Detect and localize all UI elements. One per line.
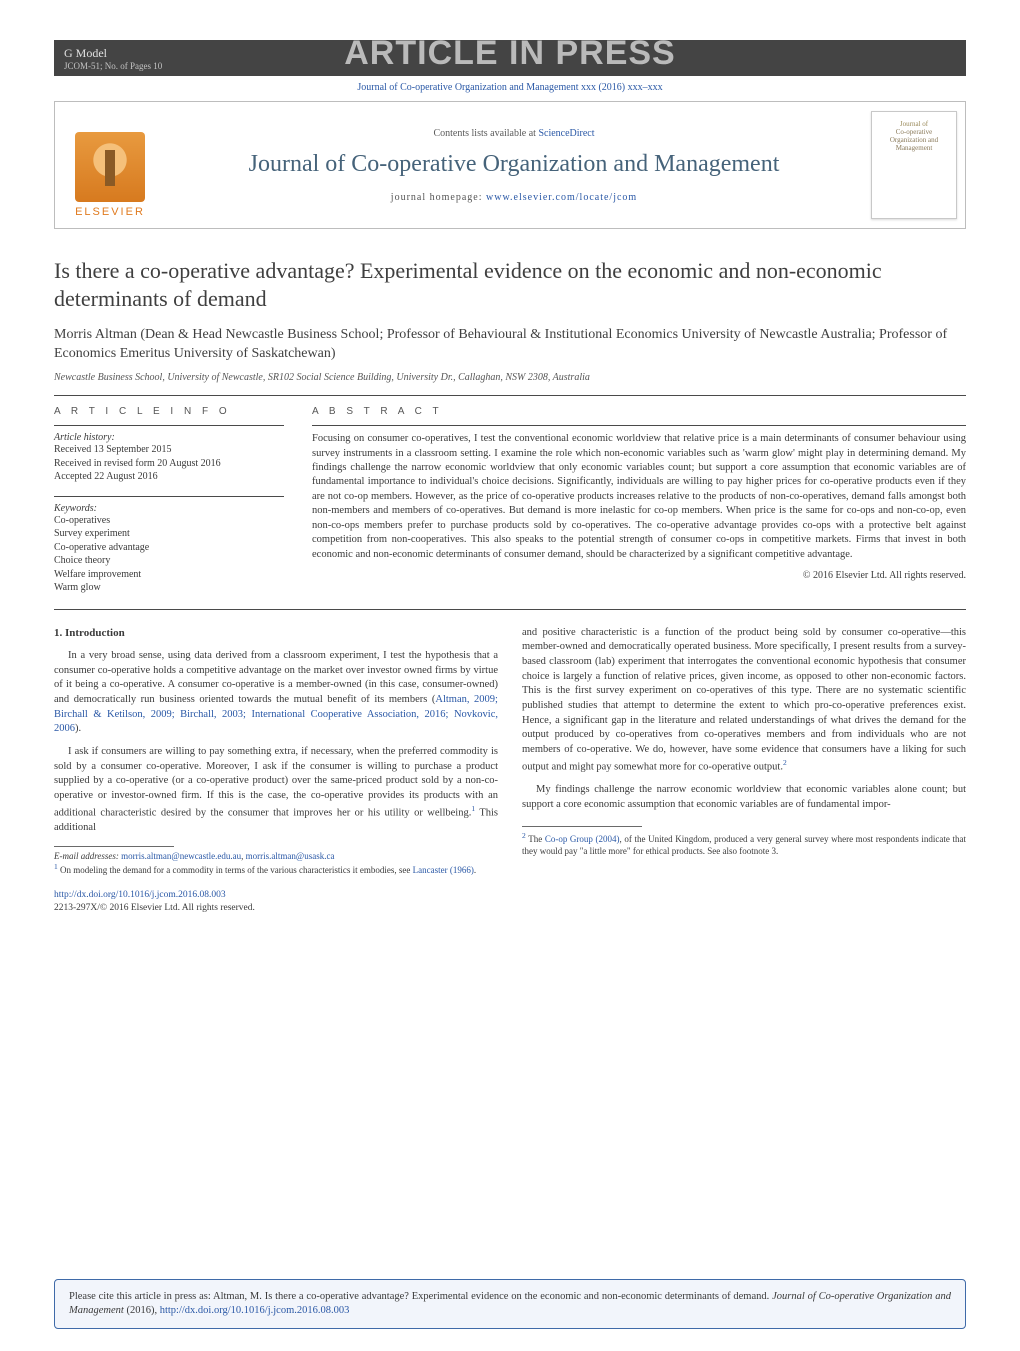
- para-text: I ask if consumers are willing to pay so…: [54, 746, 498, 818]
- footnote-rule: [522, 826, 642, 827]
- cover-line3: Organization and: [890, 136, 938, 144]
- issn-line: 2213-297X/© 2016 Elsevier Ltd. All right…: [54, 903, 255, 913]
- section-heading: 1. Introduction: [54, 626, 498, 641]
- email-link[interactable]: morris.altman@newcastle.edu.au: [121, 851, 241, 861]
- article-info-head: A R T I C L E I N F O: [54, 406, 284, 417]
- homepage-prefix: journal homepage:: [391, 192, 486, 203]
- cover-line2: Co-operative: [896, 128, 933, 136]
- abstract-text: Focusing on consumer co-operatives, I te…: [312, 432, 966, 562]
- cite-text: Please cite this article in press as: Al…: [69, 1291, 772, 1302]
- article-in-press-banner: ARTICLE IN PRESS: [0, 34, 1020, 73]
- history-label: Article history:: [54, 432, 284, 443]
- keyword: Warm glow: [54, 581, 284, 595]
- abstract-subsep: [312, 425, 966, 426]
- abstract-head: A B S T R A C T: [312, 406, 966, 417]
- cover-line1: Journal of: [900, 120, 928, 128]
- please-cite-box: Please cite this article in press as: Al…: [54, 1279, 966, 1329]
- cover-line4: Management: [896, 144, 933, 152]
- history-line: Accepted 22 August 2016: [54, 470, 284, 484]
- separator-top: [54, 395, 966, 396]
- para-text: My findings challenge the narrow economi…: [522, 784, 966, 810]
- email-link[interactable]: morris.altman@usask.ca: [246, 851, 335, 861]
- footnote: 1 On modeling the demand for a commodity…: [54, 862, 498, 877]
- footnote-ref[interactable]: 2: [783, 758, 787, 767]
- journal-reference-line: Journal of Co-operative Organization and…: [54, 82, 966, 93]
- para-text: In a very broad sense, using data derive…: [54, 650, 498, 705]
- para-tail: ).: [75, 723, 81, 734]
- history-line: Received 13 September 2015: [54, 443, 284, 457]
- footnote-ref-link[interactable]: Co-op Group (2004): [545, 834, 620, 844]
- email-line: E-mail addresses: morris.altman@newcastl…: [54, 851, 498, 863]
- journal-title: Journal of Co-operative Organization and…: [249, 151, 780, 178]
- info-subsep: [54, 496, 284, 497]
- footnote: 2 The Co-op Group (2004), of the United …: [522, 831, 966, 857]
- authors: Morris Altman (Dean & Head Newcastle Bus…: [54, 326, 966, 364]
- keyword: Survey experiment: [54, 527, 284, 541]
- keyword: Co-operatives: [54, 514, 284, 528]
- para-text: and positive characteristic is a functio…: [522, 627, 966, 773]
- keyword: Co-operative advantage: [54, 541, 284, 555]
- footnote-text: On modeling the demand for a commodity i…: [58, 865, 413, 875]
- journal-homepage-line: journal homepage: www.elsevier.com/locat…: [391, 192, 637, 203]
- abstract-copyright: © 2016 Elsevier Ltd. All rights reserved…: [312, 570, 966, 581]
- footnote-rule: [54, 846, 174, 847]
- publisher-label: ELSEVIER: [75, 206, 145, 218]
- info-subsep: [54, 425, 284, 426]
- cite-year: (2016),: [124, 1305, 160, 1316]
- separator-mid: [54, 609, 966, 610]
- journal-homepage-link[interactable]: www.elsevier.com/locate/jcom: [486, 192, 637, 203]
- contents-list-line: Contents lists available at ScienceDirec…: [433, 128, 594, 139]
- cite-doi-link[interactable]: http://dx.doi.org/10.1016/j.jcom.2016.08…: [160, 1305, 350, 1316]
- affiliation: Newcastle Business School, University of…: [54, 372, 966, 383]
- elsevier-tree-icon: [75, 132, 145, 202]
- email-label: E-mail addresses:: [54, 851, 121, 861]
- body-column-right: and positive characteristic is a functio…: [522, 626, 966, 916]
- footnote-tail: .: [474, 865, 476, 875]
- publisher-logo-block: ELSEVIER: [55, 102, 165, 228]
- footnote-text: The: [526, 834, 545, 844]
- keywords-label: Keywords:: [54, 503, 284, 514]
- keyword: Choice theory: [54, 554, 284, 568]
- journal-cover-thumbnail: Journal of Co-operative Organization and…: [871, 111, 957, 219]
- doi-link[interactable]: http://dx.doi.org/10.1016/j.jcom.2016.08…: [54, 890, 226, 900]
- article-title: Is there a co-operative advantage? Exper…: [54, 257, 966, 312]
- contents-prefix: Contents lists available at: [433, 128, 538, 139]
- keyword: Welfare improvement: [54, 568, 284, 582]
- body-column-left: 1. Introduction In a very broad sense, u…: [54, 626, 498, 916]
- sciencedirect-link[interactable]: ScienceDirect: [538, 128, 594, 139]
- masthead-card: ELSEVIER Contents lists available at Sci…: [54, 101, 966, 229]
- footnote-ref-link[interactable]: Lancaster (1966): [413, 865, 474, 875]
- history-line: Received in revised form 20 August 2016: [54, 457, 284, 471]
